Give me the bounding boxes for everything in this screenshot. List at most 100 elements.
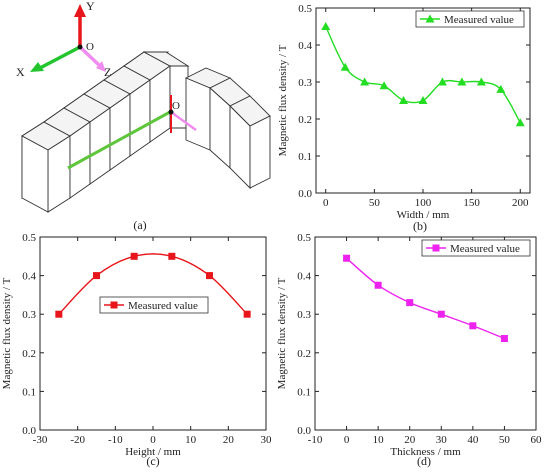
scan-line [67, 110, 171, 170]
x-tick-label-d: 60 [531, 434, 543, 446]
panel-a-diagram: O Y O X Z (a) [16, 0, 271, 232]
data-point-b [340, 62, 350, 71]
y-tick-label-b: 0.0 [298, 188, 312, 200]
origin-label: O [86, 41, 94, 53]
data-point-b [515, 118, 525, 127]
legend-label-b: Measured value [444, 14, 514, 26]
x-tick-label-c: 10 [185, 434, 197, 446]
y-arrow-head [74, 4, 86, 17]
x-tick-label-c: 0 [150, 434, 156, 446]
panel-caption-c: (c) [146, 454, 159, 468]
x-arrow-head [30, 62, 44, 72]
chart-d: -10 0 10 20 30 40 50 60 0.0 0.1 0.2 0.3 0.4 0.5 Thickn… [276, 232, 542, 468]
y-tick-label-c: 0.2 [22, 348, 36, 360]
x-tick-label-d: 10 [373, 434, 385, 446]
data-point-d [469, 322, 477, 330]
data-point-b [437, 77, 447, 86]
y-tick-label-c: 0.1 [22, 386, 36, 398]
y-tick-label-d: 0.4 [297, 271, 311, 283]
x-tick-label-b: 150 [463, 197, 480, 209]
chart-b: 0 50 100 150 200 0.0 0.1 0.2 0.3 0.4 0.5 Width / mm… [277, 3, 531, 233]
sensor-origin-label: O [172, 100, 180, 112]
data-point-d [343, 254, 351, 262]
x-tick-label-c: -20 [70, 434, 85, 446]
y-tick-label-b: 0.2 [298, 114, 312, 126]
x-tick-label-b: 200 [512, 197, 529, 209]
x-axis-label-c: Height / mm [125, 446, 181, 458]
plot-frame-c [39, 236, 267, 431]
x-tick-label-d: 50 [499, 434, 511, 446]
legend-box-b [415, 10, 525, 28]
y-tick-label-c: 0.0 [22, 425, 36, 437]
series-line-b [325, 26, 521, 124]
plot-frame-d [314, 236, 537, 431]
chart-c: -30 -20 -10 0 10 20 30 0.0 0.1 0.2 0.3 0.4 0.5 Height… [1, 232, 272, 468]
legend-label-d: Measured value [450, 243, 520, 255]
z-arrow-head [96, 61, 106, 72]
data-point-b [457, 77, 467, 86]
x-tick-label-d: 0 [344, 434, 350, 446]
data-point-c [130, 252, 138, 260]
data-point-c [93, 272, 100, 280]
x-tick-label-c: 30 [261, 434, 273, 446]
panel-caption-b: (b) [413, 219, 427, 233]
data-point-c [55, 310, 63, 318]
legend-marker-d [432, 244, 440, 252]
data-point-d [406, 299, 414, 307]
sensor-z-axis [170, 110, 197, 132]
data-point-d [500, 335, 508, 343]
data-point-d [374, 281, 382, 289]
data-point-b [399, 96, 409, 104]
data-point-b [360, 77, 370, 86]
data-point-c [168, 252, 176, 260]
magnet-array-side [184, 67, 271, 190]
x-tick-label-d: 40 [467, 434, 479, 446]
x-axis-label-d: Thickness / mm [390, 446, 461, 458]
origin-dot [77, 44, 83, 50]
x-tick-label-c: 20 [223, 434, 235, 446]
y-tick-label-d: 0.1 [297, 386, 311, 398]
y-tick-label-c: 0.5 [22, 232, 36, 244]
x-axis-label: X [16, 65, 25, 79]
panel-a-caption: (a) [133, 218, 146, 232]
y-tick-label-d: 0.3 [297, 309, 311, 321]
y-axis-label-b: Magnetic flux density / T [277, 44, 289, 156]
data-point-b [379, 81, 389, 90]
y-axis-label: Y [86, 0, 95, 13]
legend-box-d [421, 239, 531, 257]
data-point-b [496, 84, 506, 93]
y-tick-label-b: 0.4 [298, 40, 312, 52]
z-axis-label: Z [104, 65, 111, 79]
panel-caption-d: (d) [417, 454, 431, 468]
x-axis-arrow [39, 45, 81, 70]
x-axis-label-b: Width / mm [397, 209, 450, 221]
y-tick-label-c: 0.3 [22, 309, 36, 321]
data-point-b [476, 77, 486, 86]
x-tick-label-b: 50 [369, 197, 381, 209]
legend-marker-b [425, 14, 435, 23]
x-tick-label-c: -10 [108, 434, 123, 446]
legend-label-c: Measured value [128, 300, 198, 312]
x-tick-label-b: 100 [415, 197, 432, 209]
y-axis-label-d: Magnetic flux density / T [276, 277, 288, 389]
z-axis-arrow [78, 45, 102, 68]
x-tick-label-d: -10 [308, 434, 323, 446]
data-point-c [206, 272, 213, 280]
x-tick-label-d: 20 [404, 434, 416, 446]
y-tick-label-b: 0.1 [298, 151, 312, 163]
data-point-d [437, 310, 445, 318]
y-tick-label-d: 0.0 [297, 425, 311, 437]
data-point-b [321, 22, 331, 30]
y-tick-label-c: 0.4 [22, 271, 36, 283]
y-tick-label-d: 0.5 [297, 232, 311, 244]
y-tick-label-b: 0.3 [298, 77, 312, 89]
x-tick-label-d: 30 [436, 434, 448, 446]
x-tick-label-b: 0 [323, 197, 329, 209]
data-point-c [243, 310, 251, 318]
data-point-b [418, 96, 428, 104]
sensor-origin-dot [168, 109, 174, 115]
x-tick-label-c: -30 [33, 434, 48, 446]
y-tick-label-d: 0.2 [297, 348, 311, 360]
y-tick-label-b: 0.5 [298, 3, 312, 15]
